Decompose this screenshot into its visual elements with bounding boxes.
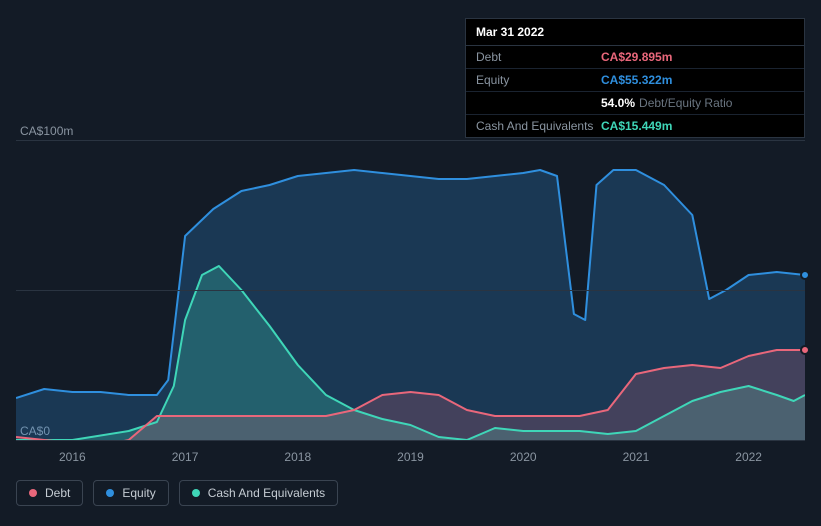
chart-plot-area: [16, 140, 805, 440]
legend-dot: [106, 489, 114, 497]
tooltip-row: Cash And EquivalentsCA$15.449m: [466, 115, 804, 137]
x-axis-tick-label: 2020: [510, 450, 537, 464]
tooltip-row: EquityCA$55.322m: [466, 69, 804, 92]
x-axis-tick-label: 2021: [623, 450, 650, 464]
tooltip-date: Mar 31 2022: [466, 19, 804, 46]
legend-dot: [29, 489, 37, 497]
x-axis-tick-label: 2019: [397, 450, 424, 464]
tooltip-row: DebtCA$29.895m: [466, 46, 804, 69]
y-axis-label-top: CA$100m: [20, 124, 73, 138]
tooltip-row-value: 54.0%Debt/Equity Ratio: [601, 96, 732, 110]
tooltip-row-label: Equity: [476, 73, 601, 87]
legend-label: Equity: [122, 486, 155, 500]
tooltip-row-value: CA$29.895m: [601, 50, 672, 64]
tooltip-row-value: CA$55.322m: [601, 73, 672, 87]
series-marker: [800, 345, 810, 355]
legend-item[interactable]: Cash And Equivalents: [179, 480, 338, 506]
legend-item[interactable]: Equity: [93, 480, 168, 506]
legend-dot: [192, 489, 200, 497]
legend-item[interactable]: Debt: [16, 480, 83, 506]
x-axis-tick-label: 2022: [735, 450, 762, 464]
tooltip-row-label: [476, 96, 601, 110]
legend-label: Cash And Equivalents: [208, 486, 325, 500]
tooltip-row: 54.0%Debt/Equity Ratio: [466, 92, 804, 115]
series-marker: [800, 270, 810, 280]
x-axis-tick-label: 2017: [172, 450, 199, 464]
tooltip-row-label: Debt: [476, 50, 601, 64]
chart-tooltip: Mar 31 2022 DebtCA$29.895mEquityCA$55.32…: [465, 18, 805, 138]
x-axis-tick-label: 2018: [284, 450, 311, 464]
chart-legend: Debt Equity Cash And Equivalents: [16, 480, 338, 506]
x-axis-tick-label: 2016: [59, 450, 86, 464]
tooltip-row-label: Cash And Equivalents: [476, 119, 601, 133]
tooltip-row-value: CA$15.449m: [601, 119, 672, 133]
legend-label: Debt: [45, 486, 70, 500]
